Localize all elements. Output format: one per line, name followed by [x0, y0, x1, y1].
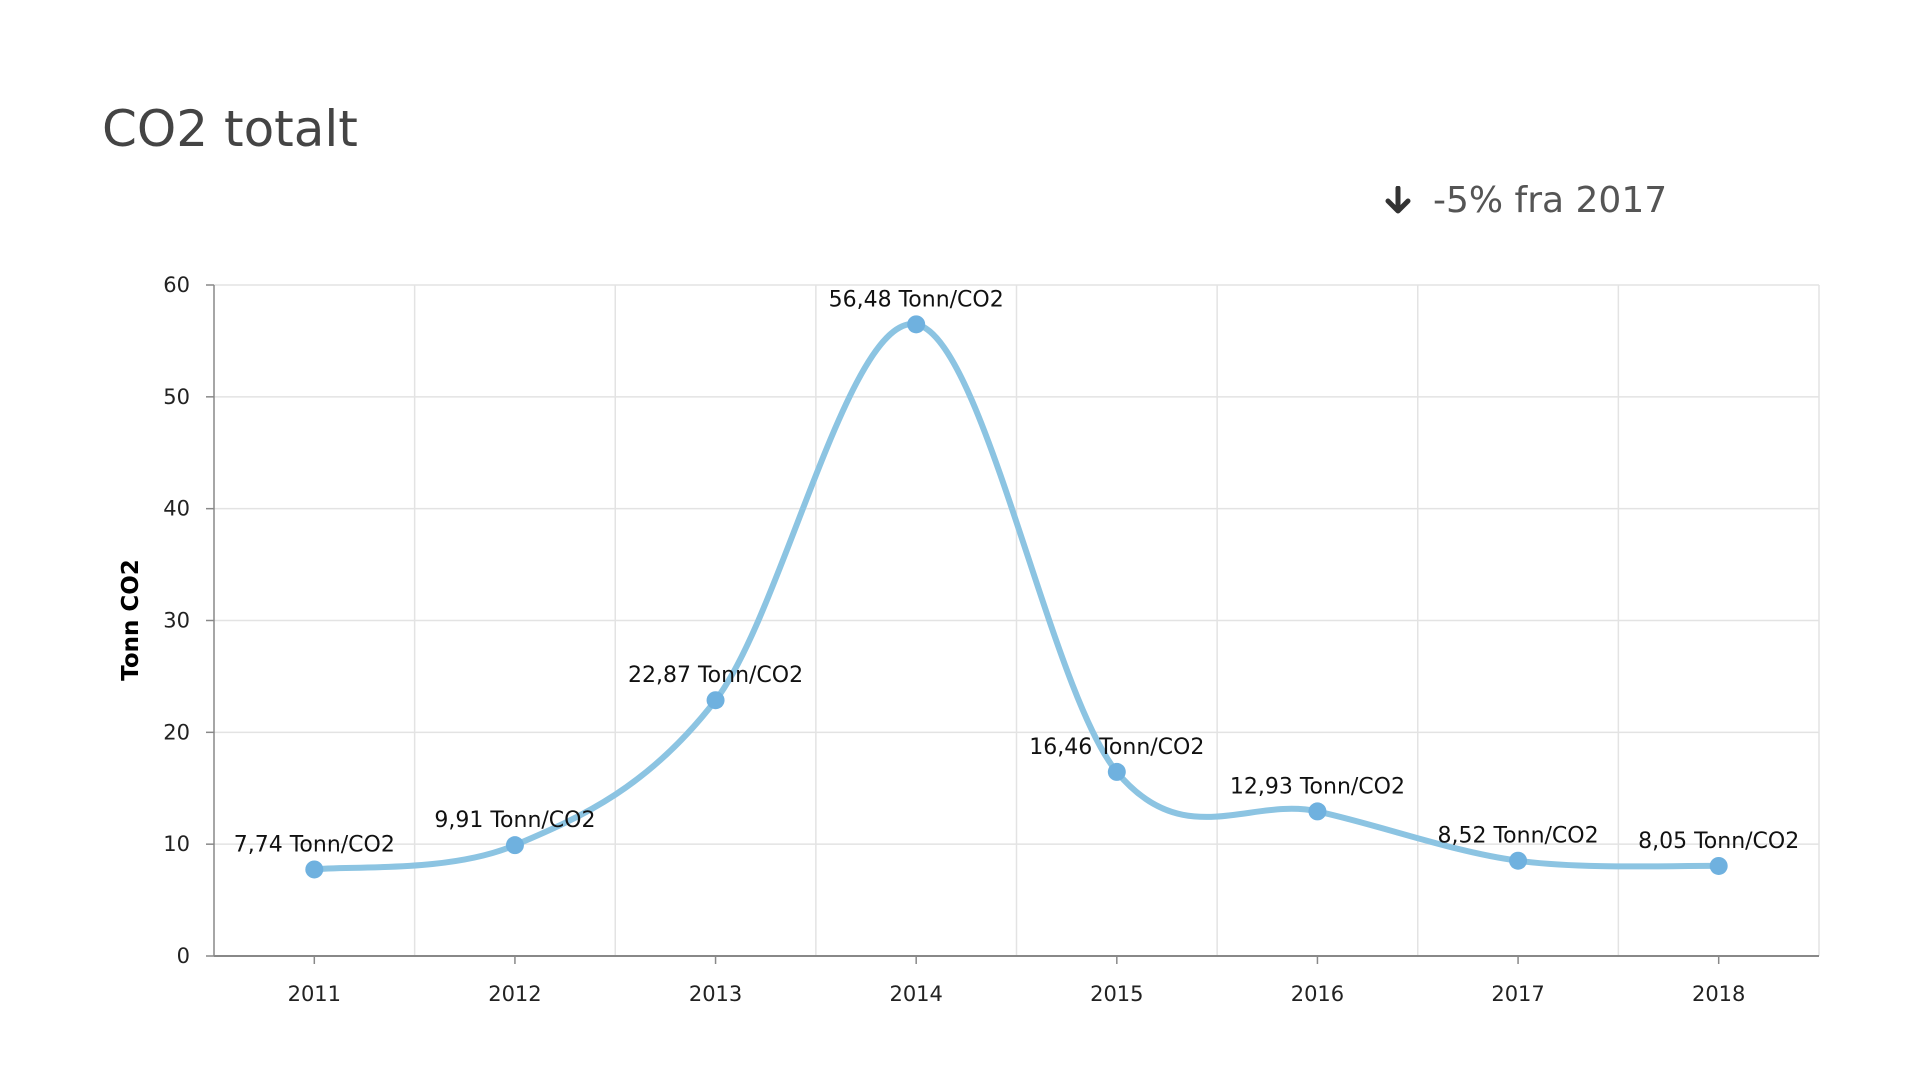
data-point — [505, 836, 524, 855]
y-tick-label: 60 — [163, 273, 190, 297]
x-tick-label: 2018 — [1692, 982, 1745, 1006]
series-line — [311, 321, 1722, 873]
data-label: 12,93 Tonn/CO2 — [1230, 774, 1405, 799]
data-point — [706, 691, 725, 710]
data-point — [1308, 802, 1327, 821]
y-tick-label: 30 — [163, 609, 190, 633]
x-tick-label: 2014 — [889, 982, 942, 1006]
data-point — [1107, 762, 1126, 781]
data-label: 7,74 Tonn/CO2 — [234, 832, 395, 857]
data-label: 8,52 Tonn/CO2 — [1438, 824, 1599, 849]
y-tick-label: 10 — [163, 832, 190, 856]
data-point — [907, 315, 926, 334]
y-tick-label: 40 — [163, 497, 190, 521]
y-axis-label: Tonn CO2 — [118, 559, 144, 681]
x-tick-label: 2017 — [1491, 982, 1544, 1006]
y-tick-label: 50 — [163, 385, 190, 409]
data-label: 9,91 Tonn/CO2 — [434, 808, 595, 833]
data-label: 8,05 Tonn/CO2 — [1638, 829, 1799, 854]
x-tick-label: 2012 — [488, 982, 541, 1006]
change-indicator: -5% fra 2017 — [1385, 180, 1667, 221]
data-label: 56,48 Tonn/CO2 — [829, 287, 1004, 312]
data-point — [305, 860, 324, 879]
chart-title: CO2 totalt — [102, 100, 358, 158]
x-tick-label: 2013 — [689, 982, 742, 1006]
x-tick-label: 2015 — [1090, 982, 1143, 1006]
y-tick-label: 0 — [177, 944, 190, 968]
data-label: 16,46 Tonn/CO2 — [1029, 735, 1204, 760]
y-tick-label: 20 — [163, 720, 190, 744]
data-point — [1509, 851, 1528, 870]
change-text: -5% fra 2017 — [1433, 180, 1668, 221]
x-tick-label: 2011 — [288, 982, 341, 1006]
x-tick-label: 2016 — [1291, 982, 1344, 1006]
data-label: 22,87 Tonn/CO2 — [628, 663, 803, 688]
data-point — [1709, 856, 1728, 875]
arrow-down-icon — [1385, 185, 1411, 213]
